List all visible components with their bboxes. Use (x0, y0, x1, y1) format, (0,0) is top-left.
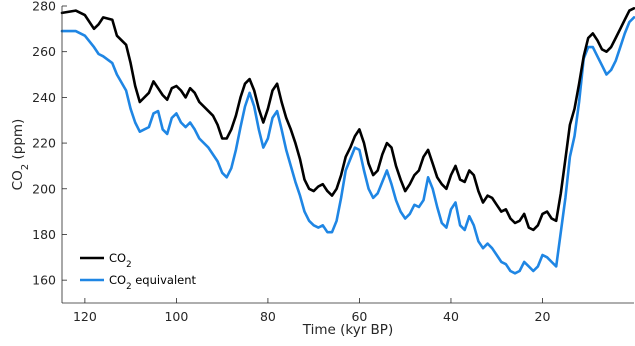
series-line-co2 (60, 7, 635, 232)
y-tick-label: 240 (32, 90, 56, 105)
x-tick-label: 60 (351, 309, 367, 324)
y-tick-label: 200 (32, 181, 56, 196)
y-tick-label: 280 (32, 0, 56, 14)
series-line-co2-equivalent (60, 16, 635, 275)
axes-layer: 120 100 80 60 40 20 160 180 200 220 240 260 280 Time … (10, 0, 634, 338)
x-tick-label: 100 (164, 309, 188, 324)
x-tick-label: 80 (260, 309, 276, 324)
legend: CO2 CO2 equivalent (80, 251, 197, 292)
x-tick-label: 40 (443, 309, 459, 324)
y-axis-label: CO2 (ppm) (10, 119, 31, 191)
legend-label-co2-equivalent: CO2 equivalent (109, 273, 197, 292)
y-tick-label: 180 (32, 227, 56, 242)
y-tick-label: 220 (32, 136, 56, 151)
y-tick-label: 160 (32, 273, 56, 288)
y-tick-label: 260 (32, 44, 56, 59)
series-layer (60, 7, 635, 275)
x-axis-label: Time (kyr BP) (302, 322, 393, 338)
legend-label-co2: CO2 (109, 251, 132, 270)
x-tick-label: 120 (73, 309, 97, 324)
x-tick-label: 20 (535, 309, 551, 324)
